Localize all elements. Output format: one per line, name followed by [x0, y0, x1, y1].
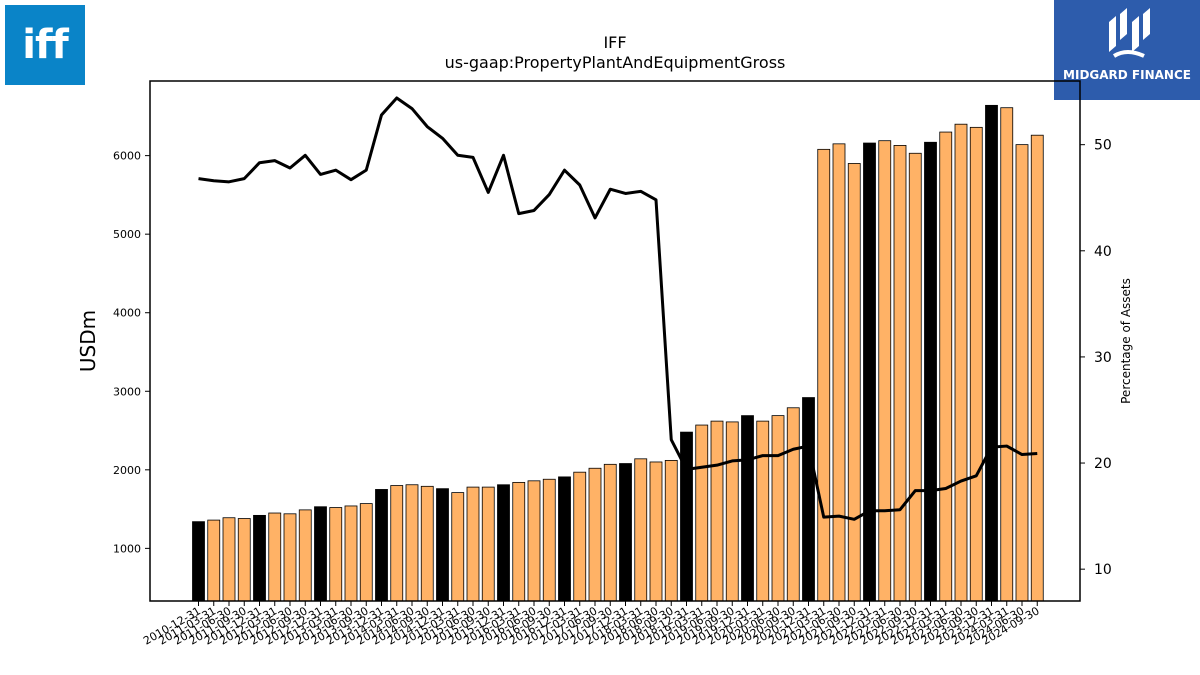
bar-2013-06-30 [344, 505, 358, 602]
bar-2019-06-30 [710, 420, 724, 602]
bar-2020-09-30 [786, 407, 800, 602]
bar-2016-03-31 [512, 481, 526, 602]
bar-2022-09-30 [908, 152, 922, 602]
y2-tick-label: 10 [1094, 562, 1112, 578]
bar-2018-09-30 [664, 459, 678, 602]
line-layer [198, 96, 1038, 521]
bar-2021-09-30 [847, 163, 861, 602]
bar-2012-03-31 [268, 512, 282, 602]
midgard-finance-text: MIDGARD FINANCE [1063, 68, 1191, 82]
bar-2018-12-31 [680, 431, 693, 602]
bar-2024-09-30 [1030, 134, 1044, 602]
y-tick-label: 6000 [113, 150, 141, 163]
y2-tick-label: 40 [1094, 244, 1112, 260]
bar-2015-12-31 [497, 484, 510, 602]
y-axis-left: 1000 2000 3000 4000 5000 6000 [113, 150, 150, 555]
bar-2010-12-31 [192, 521, 205, 602]
y2-tick-label: 20 [1094, 456, 1112, 472]
midgard-emblem-icon [1109, 8, 1150, 58]
y-tick-label: 1000 [113, 542, 141, 555]
bar-2014-09-30 [420, 485, 434, 602]
bar-2011-12-31 [253, 514, 266, 602]
midgard-finance-logo: MIDGARD FINANCE [1054, 0, 1200, 100]
bar-2019-09-30 [725, 421, 739, 602]
bar-2015-06-30 [466, 486, 480, 602]
iff-logo-text: iff [22, 22, 69, 68]
bar-2017-03-31 [573, 471, 587, 602]
y2-tick-label: 30 [1094, 350, 1112, 366]
bar-2014-12-31 [436, 488, 449, 602]
bar-2019-12-31 [741, 415, 754, 602]
bar-2016-12-31 [558, 476, 571, 602]
bar-2017-09-30 [603, 463, 617, 602]
bar-2013-12-31 [375, 489, 388, 602]
iff-logo: iff [5, 5, 85, 85]
percentage-line [198, 96, 1038, 521]
x-axis: 2010-12-312011-03-312011-06-302011-09-30… [141, 601, 1042, 648]
bar-2018-06-30 [649, 461, 663, 602]
y-tick-label: 2000 [113, 464, 141, 477]
bar-2023-09-30 [969, 126, 983, 602]
bar-2024-06-30 [1015, 144, 1029, 602]
bar-2011-09-30 [237, 518, 251, 602]
bar-2018-03-31 [634, 458, 648, 602]
chart-subtitle: us-gaap:PropertyPlantAndEquipmentGross [445, 53, 786, 72]
bar-2016-06-30 [527, 480, 541, 602]
bar-2011-06-30 [222, 517, 236, 602]
bar-2017-06-30 [588, 467, 602, 602]
bar-2023-06-30 [954, 123, 968, 602]
bar-2014-03-31 [390, 485, 404, 602]
bar-2016-09-30 [542, 478, 556, 602]
bar-2022-06-30 [893, 145, 907, 602]
y-axis-right: 10 20 30 40 50 [1080, 138, 1112, 578]
bar-2021-06-30 [832, 143, 846, 602]
bar-2021-03-31 [817, 148, 831, 602]
bar-2013-09-30 [359, 503, 373, 602]
bar-2015-09-30 [481, 486, 495, 602]
bar-2022-03-31 [878, 140, 892, 602]
bar-2012-12-31 [314, 506, 327, 602]
y-tick-label: 3000 [113, 385, 141, 398]
plot-frame [149, 80, 1081, 602]
bars-layer [192, 104, 1044, 602]
bar-2023-12-31 [985, 104, 998, 602]
bar-2022-12-31 [924, 141, 937, 602]
bar-2014-06-30 [405, 484, 419, 602]
y-tick-label: 4000 [113, 307, 141, 320]
bar-2024-03-31 [1000, 107, 1014, 602]
bar-2020-03-31 [756, 420, 770, 602]
bar-2011-03-31 [207, 519, 221, 602]
y2-axis-label: Percentage of Assets [1119, 278, 1133, 404]
bar-2023-03-31 [939, 131, 953, 602]
bar-2019-03-31 [695, 424, 709, 602]
bar-2013-03-31 [329, 507, 343, 602]
bar-2020-06-30 [771, 415, 785, 602]
y-axis-label: USDm [76, 310, 100, 372]
y-tick-label: 5000 [113, 228, 141, 241]
bar-2020-12-31 [802, 397, 815, 602]
bar-2017-12-31 [619, 463, 632, 602]
bar-2012-06-30 [283, 513, 297, 602]
bar-2012-09-30 [298, 509, 312, 602]
chart-title: IFF [603, 33, 626, 52]
bar-2021-12-31 [863, 142, 876, 602]
y2-tick-label: 50 [1094, 138, 1112, 154]
bar-2015-03-31 [451, 492, 465, 602]
